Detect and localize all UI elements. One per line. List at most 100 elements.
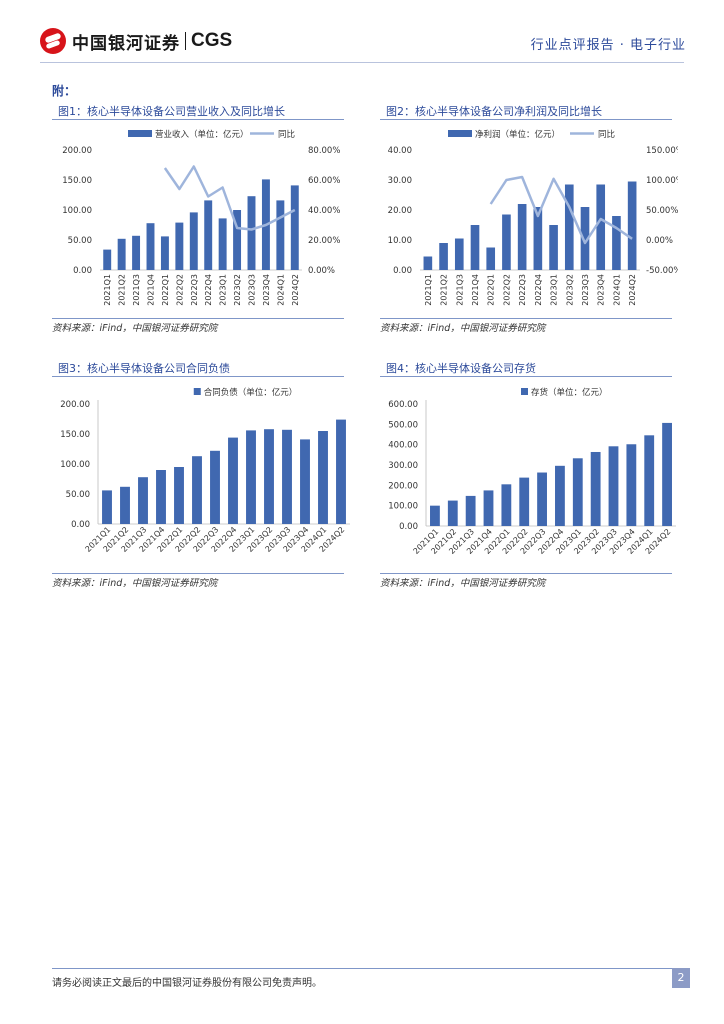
y-tick-label: 20.00 <box>388 206 412 216</box>
bar <box>282 429 292 524</box>
figure-1-title-rule <box>52 119 344 120</box>
report-type: 行业点评报告 · 电子行业 <box>530 38 686 53</box>
footer-disclaimer: 请务必阅读正文最后的中国银河证券股份有限公司免责声明。 <box>52 978 322 989</box>
y-tick-label: 200.00 <box>62 146 92 156</box>
bar <box>549 225 558 270</box>
bar <box>483 490 494 526</box>
bar <box>423 256 433 270</box>
bar <box>102 490 112 524</box>
figure-1-title: 图1：核心半导体设备公司营业收入及同比增长 <box>58 105 285 118</box>
x-tick-label: 2021Q4 <box>471 274 480 306</box>
legend-bar-label: 净利润（单位：亿元） <box>475 129 560 140</box>
x-tick-label: 2024Q2 <box>291 274 300 306</box>
bar <box>533 207 543 270</box>
figure-2-title: 图2：核心半导体设备公司净利润及同比增长 <box>386 105 602 118</box>
page-header: 中国银河证券 CGS 行业点评报告 · 电子行业 <box>0 0 724 70</box>
logo-chinese-name: 中国银河证券 <box>72 33 180 54</box>
y-tick-label: 40.00 <box>388 146 412 156</box>
bar <box>662 422 672 526</box>
figure-4-title: 图4：核心半导体设备公司存货 <box>386 362 536 375</box>
y2-tick-label: -50.00% <box>646 266 678 276</box>
x-tick-label: 2022Q1 <box>161 274 170 306</box>
x-tick-label: 2023Q1 <box>219 274 228 306</box>
y-tick-label: 0.00 <box>73 266 92 276</box>
bar <box>174 467 184 524</box>
bar <box>175 222 184 270</box>
logo-english-name: CGS <box>191 30 233 51</box>
x-tick-label: 2021Q1 <box>424 274 433 306</box>
figure-3-source: 资料来源：iFind，中国银河证券研究院 <box>52 578 218 589</box>
y-tick-label: 10.00 <box>388 236 412 246</box>
x-tick-label: 2022Q2 <box>502 274 511 306</box>
legend-bar-label: 合同负债（单位：亿元） <box>204 387 298 398</box>
bar <box>612 216 621 270</box>
legend-bar-swatch <box>448 130 472 137</box>
figure-4-source: 资料来源：iFind，中国银河证券研究院 <box>380 578 546 589</box>
x-tick-label: 2023Q2 <box>565 274 574 306</box>
bar <box>644 435 655 526</box>
bar <box>120 486 130 524</box>
y-tick-label: 100.00 <box>388 502 418 512</box>
bar <box>517 204 527 270</box>
figure-4-chart: 存货（单位：亿元） 0.00 100.00 200.00 300.00 400.00 500… <box>388 387 676 556</box>
bar <box>537 472 547 526</box>
header-divider <box>40 62 684 63</box>
bar <box>204 200 213 270</box>
bar <box>519 477 530 526</box>
legend-bar-label: 营业收入（单位：亿元） <box>155 129 249 140</box>
figure-2-chart: 净利润（单位：亿元） 同比 0.00 10.00 20.00 30.00 40.00 2021… <box>388 129 678 306</box>
logo-divider <box>185 32 186 50</box>
x-tick-label: 2023Q4 <box>597 274 606 306</box>
bar <box>465 495 476 526</box>
y2-tick-label: 60.00% <box>308 176 340 186</box>
figure-4-bottom-rule <box>380 573 672 574</box>
bar <box>626 444 637 526</box>
y2-tick-label: 80.00% <box>308 146 340 156</box>
x-tick-label: 2024Q1 <box>276 274 285 306</box>
figure-3-bottom-rule <box>52 573 344 574</box>
bar <box>470 225 480 270</box>
y-tick-label: 0.00 <box>393 266 412 276</box>
y-tick-label: 500.00 <box>388 420 418 430</box>
bar <box>564 184 574 270</box>
bar <box>486 247 496 270</box>
bar <box>160 236 169 270</box>
x-tick-label: 2023Q2 <box>233 274 242 306</box>
appendix-label: 附： <box>52 84 77 98</box>
figure-2-title-rule <box>380 119 672 120</box>
x-tick-label: 2022Q1 <box>487 274 496 306</box>
bar <box>218 218 227 270</box>
x-tick-label: 2022Q3 <box>518 274 527 306</box>
x-tick-label: 2021Q4 <box>147 274 156 306</box>
x-tick-label: 2024Q2 <box>628 274 637 306</box>
y-tick-label: 150.00 <box>60 430 90 440</box>
y2-tick-label: 0.00% <box>646 236 673 246</box>
x-tick-label: 2022Q4 <box>534 274 543 306</box>
y2-tick-label: 20.00% <box>308 236 340 246</box>
y2-tick-label: 150.00% <box>646 146 678 156</box>
y2-tick-label: 100.00% <box>646 176 678 186</box>
x-tick-label: 2023Q3 <box>581 274 590 306</box>
bar <box>300 439 310 524</box>
bar <box>555 465 565 526</box>
y2-tick-label: 0.00% <box>308 266 335 276</box>
x-tick-label: 2021Q3 <box>132 274 141 306</box>
footer-divider <box>52 968 672 969</box>
bar <box>447 500 458 526</box>
bar <box>439 243 448 270</box>
yoy-growth-line <box>163 165 296 231</box>
chart-legend: 合同负债（单位：亿元） <box>193 387 298 398</box>
bar <box>192 456 202 524</box>
x-tick-label: 2021Q1 <box>103 274 112 306</box>
bar <box>501 484 512 526</box>
x-tick-label: 2023Q4 <box>262 274 271 306</box>
y-tick-label: 0.00 <box>71 520 90 530</box>
bar <box>290 185 299 270</box>
bar <box>596 184 606 270</box>
bar <box>430 505 440 526</box>
x-tick-label: 2021Q2 <box>440 274 449 306</box>
figure-4-title-rule <box>380 376 672 377</box>
legend-bar-swatch <box>521 388 528 395</box>
x-tick-label: 2022Q3 <box>190 274 199 306</box>
bar <box>103 249 112 270</box>
